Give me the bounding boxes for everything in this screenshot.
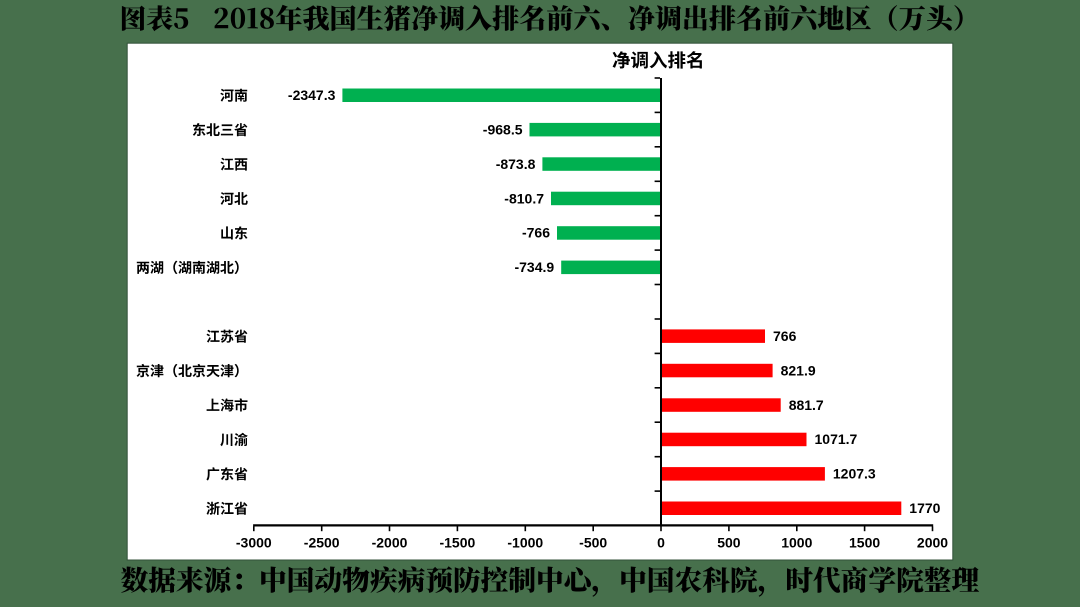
svg-text:1000: 1000 bbox=[781, 534, 812, 550]
svg-text:1770: 1770 bbox=[909, 500, 940, 516]
svg-text:-1500: -1500 bbox=[439, 534, 475, 550]
svg-text:1071.7: 1071.7 bbox=[815, 431, 858, 447]
svg-text:1207.3: 1207.3 bbox=[833, 466, 876, 482]
svg-text:500: 500 bbox=[717, 534, 741, 550]
svg-text:-2500: -2500 bbox=[304, 534, 340, 550]
svg-text:-500: -500 bbox=[579, 534, 607, 550]
svg-text:1500: 1500 bbox=[849, 534, 880, 550]
svg-text:821.9: 821.9 bbox=[781, 362, 816, 378]
svg-text:-3000: -3000 bbox=[236, 534, 272, 550]
svg-text:881.7: 881.7 bbox=[789, 397, 824, 413]
svg-text:-734.9: -734.9 bbox=[514, 259, 554, 275]
svg-text:-810.7: -810.7 bbox=[504, 190, 544, 206]
svg-text:-766: -766 bbox=[522, 225, 550, 241]
svg-text:0: 0 bbox=[657, 534, 665, 550]
svg-text:-968.5: -968.5 bbox=[483, 121, 523, 137]
svg-text:-1000: -1000 bbox=[507, 534, 543, 550]
svg-text:766: 766 bbox=[773, 328, 797, 344]
svg-text:-2000: -2000 bbox=[372, 534, 408, 550]
svg-text:-2347.3: -2347.3 bbox=[288, 87, 336, 103]
svg-text:-873.8: -873.8 bbox=[496, 156, 536, 172]
svg-text:2000: 2000 bbox=[917, 534, 948, 550]
